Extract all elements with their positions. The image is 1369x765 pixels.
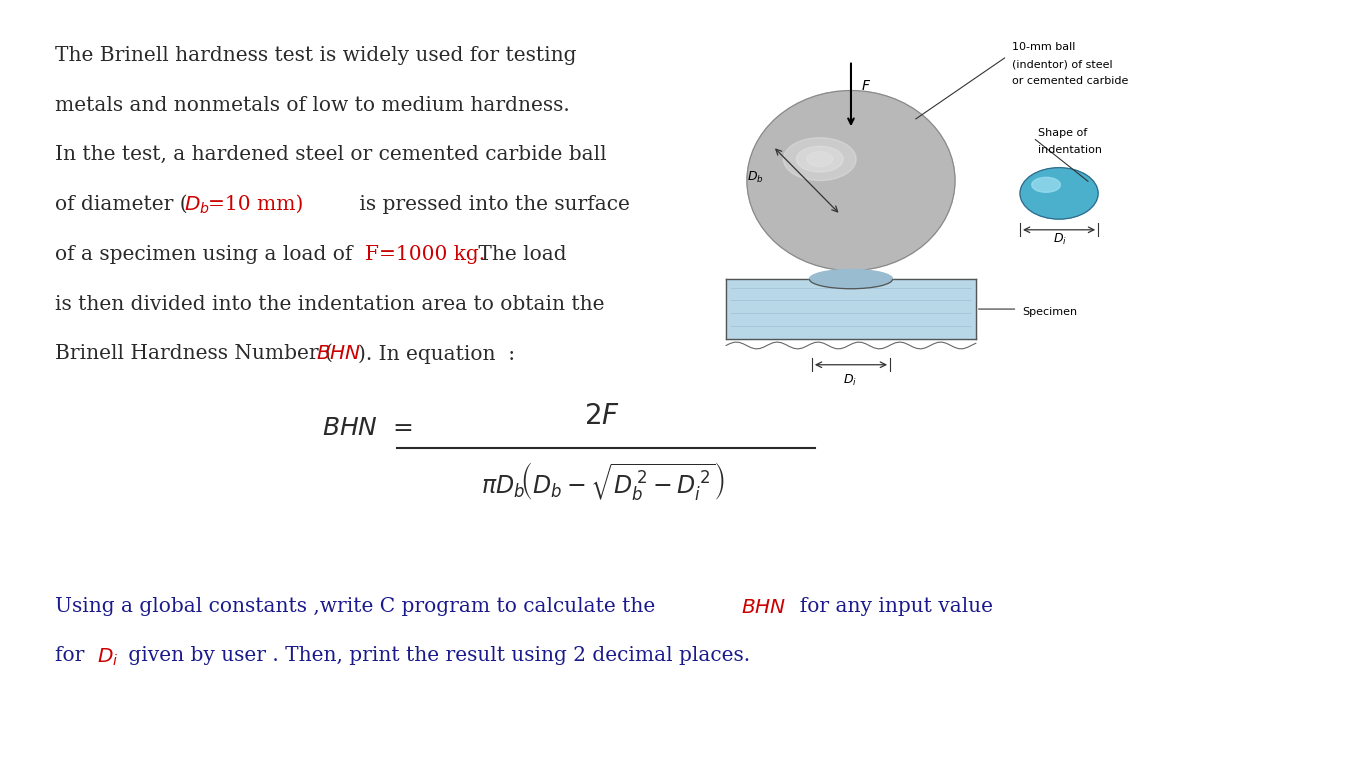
Ellipse shape [1020,168,1098,219]
Text: metals and nonmetals of low to medium hardness.: metals and nonmetals of low to medium ha… [55,96,570,115]
Text: Using a global constants ,write C program to calculate the: Using a global constants ,write C progra… [55,597,661,616]
Text: of a specimen using a load of: of a specimen using a load of [55,245,359,264]
Text: $D_i$: $D_i$ [843,373,857,388]
Text: ). In equation  :: ). In equation : [359,344,515,364]
Text: $\mathit{BHN}$  =: $\mathit{BHN}$ = [322,417,412,440]
Text: F: F [861,80,869,93]
Ellipse shape [747,90,956,271]
Text: or cemented carbide: or cemented carbide [1012,76,1128,86]
Ellipse shape [783,138,856,181]
Text: $\mathit{BHN}$: $\mathit{BHN}$ [315,344,361,363]
Text: for any input value: for any input value [787,597,993,616]
Text: $D_i$: $D_i$ [1053,232,1066,247]
Text: (indentor) of steel: (indentor) of steel [1012,59,1113,69]
Text: given by user . Then, print the result using 2 decimal places.: given by user . Then, print the result u… [122,646,750,666]
Text: Brinell Hardness Number (: Brinell Hardness Number ( [55,344,333,363]
Ellipse shape [1032,177,1061,192]
Ellipse shape [809,269,893,288]
Text: The load: The load [472,245,567,264]
Text: $\pi D_b\!\left(D_b - \sqrt{D_b^{\,2} - D_i^{\,2}}\right)$: $\pi D_b\!\left(D_b - \sqrt{D_b^{\,2} - … [481,461,724,503]
Text: $2F$: $2F$ [585,403,620,431]
Ellipse shape [797,146,843,172]
Text: =10 mm): =10 mm) [208,195,304,214]
Text: Shape of: Shape of [1038,128,1087,138]
Text: Specimen: Specimen [1023,308,1077,317]
Text: $\mathit{BHN}$: $\mathit{BHN}$ [741,597,786,617]
Text: The Brinell hardness test is widely used for testing: The Brinell hardness test is widely used… [55,46,576,65]
Text: for: for [55,646,90,666]
Text: is then divided into the indentation area to obtain the: is then divided into the indentation are… [55,295,604,314]
Bar [726,279,976,339]
Text: $D_b$: $D_b$ [747,170,764,184]
Text: In the test, a hardened steel or cemented carbide ball: In the test, a hardened steel or cemente… [55,145,606,164]
Text: of diameter (: of diameter ( [55,195,188,214]
Text: is pressed into the surface: is pressed into the surface [353,195,630,214]
Text: 10-mm ball: 10-mm ball [1012,42,1076,52]
Text: $D_b$: $D_b$ [183,195,209,216]
Text: $\mathit{D}_i$: $\mathit{D}_i$ [97,646,119,668]
Text: indentation: indentation [1038,145,1102,155]
Ellipse shape [806,151,832,167]
Text: F=1000 kg.: F=1000 kg. [364,245,485,264]
